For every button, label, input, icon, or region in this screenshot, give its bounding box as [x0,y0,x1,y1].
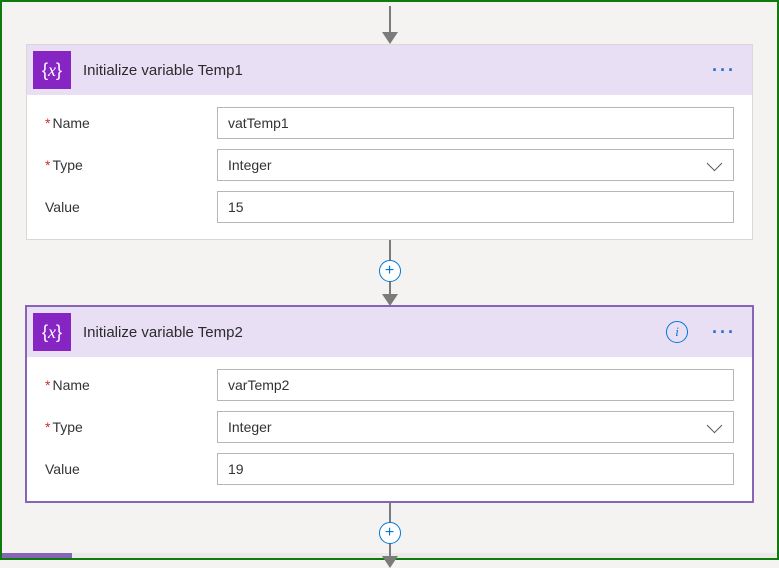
card-header[interactable]: {x} Initialize variable Temp2 i ··· [27,307,752,357]
more-menu-button[interactable]: ··· [708,322,740,343]
card-body: *Name *Type Value [27,357,752,501]
card-title: Initialize variable Temp2 [83,324,654,341]
add-step-button[interactable]: + [379,260,401,282]
value-input[interactable] [217,453,734,485]
more-menu-button[interactable]: ··· [708,60,740,81]
field-label: *Type [45,157,217,173]
action-card-temp2[interactable]: {x} Initialize variable Temp2 i ··· *Nam… [26,306,753,502]
value-input[interactable] [217,191,734,223]
name-input[interactable] [217,107,734,139]
field-label: *Name [45,115,217,131]
field-label: *Name [45,377,217,393]
flow-canvas: {x} Initialize variable Temp1 ··· *Name … [2,2,777,568]
connector-arrow [2,6,777,44]
info-icon[interactable]: i [666,321,688,343]
field-row-value: Value [45,453,734,485]
field-label-text: Name [52,377,89,393]
type-select-value[interactable] [217,411,734,443]
field-row-name: *Name [45,107,734,139]
field-label: Value [45,199,217,215]
field-label-text: Name [52,115,89,131]
field-label-text: Type [52,419,82,435]
variable-icon: {x} [33,51,71,89]
variable-icon: {x} [33,313,71,351]
field-label: Value [45,461,217,477]
card-title: Initialize variable Temp1 [83,62,696,79]
field-row-type: *Type [45,411,734,443]
field-row-value: Value [45,191,734,223]
type-select[interactable] [217,411,734,443]
field-row-name: *Name [45,369,734,401]
field-label: *Type [45,419,217,435]
add-step-button[interactable]: + [379,522,401,544]
field-label-text: Type [52,157,82,173]
name-input[interactable] [217,369,734,401]
action-card-temp1[interactable]: {x} Initialize variable Temp1 ··· *Name … [26,44,753,240]
type-select-value[interactable] [217,149,734,181]
field-row-type: *Type [45,149,734,181]
type-select[interactable] [217,149,734,181]
card-header[interactable]: {x} Initialize variable Temp1 ··· [27,45,752,95]
card-body: *Name *Type Value [27,95,752,239]
